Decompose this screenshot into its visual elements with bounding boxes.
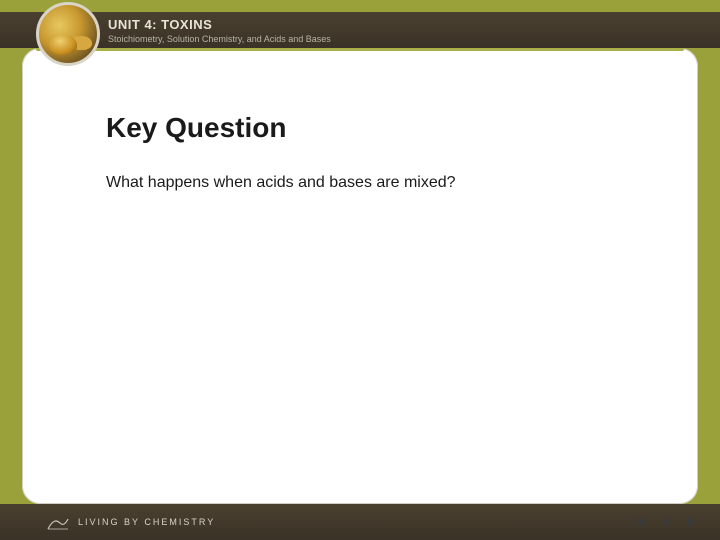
brand-text: LIVING BY CHEMISTRY bbox=[78, 517, 215, 527]
header-text: UNIT 4: TOXINS Stoichiometry, Solution C… bbox=[108, 17, 331, 44]
footer-logo: LIVING BY CHEMISTRY bbox=[46, 513, 215, 531]
content-card: Key Question What happens when acids and… bbox=[22, 48, 698, 504]
slide-body: What happens when acids and bases are mi… bbox=[106, 172, 614, 194]
nav-controls bbox=[632, 514, 700, 530]
slide-heading: Key Question bbox=[106, 112, 614, 144]
header-bar: UNIT 4: TOXINS Stoichiometry, Solution C… bbox=[0, 12, 720, 48]
unit-image bbox=[36, 2, 100, 66]
next-slide-button[interactable] bbox=[684, 514, 700, 530]
content-inner: Key Question What happens when acids and… bbox=[22, 48, 698, 214]
footer-bar: LIVING BY CHEMISTRY bbox=[0, 504, 720, 540]
unit-title: UNIT 4: TOXINS bbox=[108, 17, 331, 32]
publisher-logo-icon bbox=[46, 513, 70, 531]
prev-slide-button[interactable] bbox=[658, 514, 674, 530]
first-slide-button[interactable] bbox=[632, 514, 648, 530]
unit-subtitle: Stoichiometry, Solution Chemistry, and A… bbox=[108, 34, 331, 44]
